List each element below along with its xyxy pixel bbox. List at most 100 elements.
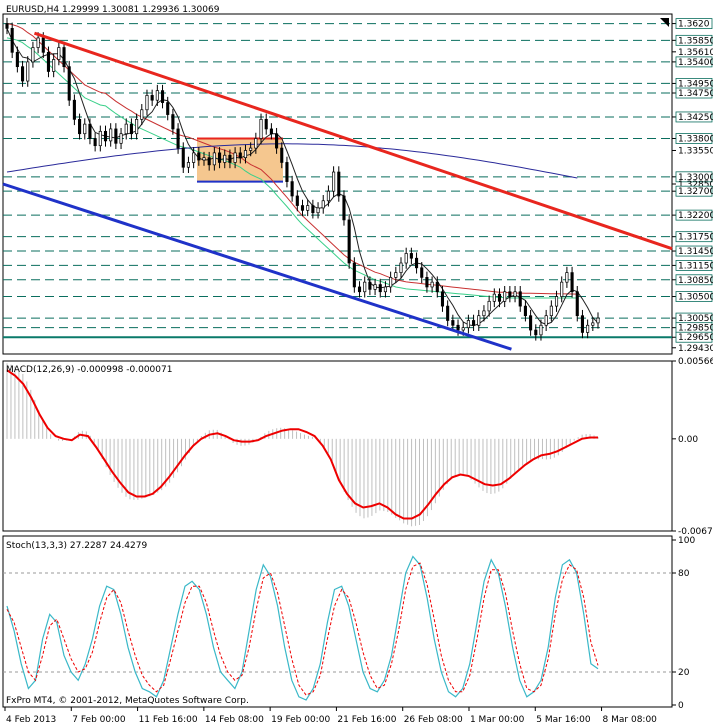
price-label-box [675,111,713,123]
candle-body [554,296,559,307]
candle-body [534,329,538,336]
candle-body [342,195,346,221]
candle-body [10,28,14,53]
price-label-box [675,87,713,99]
candle-body [451,320,455,326]
price-tick-label: 1.3620 [678,20,710,30]
candle-body [119,133,123,144]
candle-body [549,305,553,317]
price-label-box [675,133,713,144]
price-label-box [675,331,713,343]
candle-body [155,90,159,101]
candle-body [409,253,413,259]
candle-body [430,281,434,288]
candle-body [31,47,35,63]
candle-body [373,284,377,290]
candle-body [321,200,325,209]
price-label-box [675,274,713,286]
candle-body [529,315,533,331]
price-tick-label: 1.31750 [678,233,713,243]
stoch-tick-label: 100 [678,536,695,546]
time-tick-label: 1 Mar 00:00 [470,715,525,725]
candle-body [508,291,512,297]
candle-body [254,138,258,149]
candle-body [539,324,543,336]
chart-title: EURUSD,H4 1.29999 1.30081 1.29936 1.3006… [6,5,220,15]
candle-body [218,152,222,163]
candle-body [415,257,419,269]
candle-body [337,171,341,197]
candle-body [290,181,294,197]
candle-body [394,272,398,278]
price-tick-label: 1.29650 [678,333,713,343]
candle-body [280,147,284,163]
macd-layer [6,363,599,527]
trend-line [2,182,512,351]
price-label-box [675,56,713,68]
candle-body [565,272,569,283]
candle-body [109,128,113,142]
candle-body [72,99,76,120]
price-label-box [675,291,713,302]
macd-signal-line [6,369,598,520]
copyright-text: FxPro MT4, © 2001-2012, MetaQuotes Softw… [6,696,249,706]
candle-body [62,47,66,68]
candle-body [160,90,165,103]
stoch-main-line [6,555,599,701]
price-tick-label: 1.32700 [678,187,713,197]
candle-body [311,205,315,214]
price-tick-label: 1.35610 [678,48,713,58]
price-label-box [675,231,713,243]
candle-body [88,123,92,139]
candle-body [98,130,102,147]
chart-shift-icon[interactable] [660,18,669,27]
price-tick-label: 1.31150 [678,261,713,271]
candle-body [223,154,227,163]
candle-body [233,152,237,163]
candle-body [420,267,424,278]
candle-body [15,51,19,68]
price-tick-label: 1.33800 [678,135,713,145]
candle-body [518,291,522,307]
price-tick-label: 1.35850 [678,36,713,46]
candle-body [249,147,253,151]
candle-body [103,130,108,142]
candle-body [378,284,382,293]
ma-red-line [6,23,578,295]
candle-body [67,66,71,101]
candle-body [36,37,40,48]
price-label-box [675,18,713,29]
candle-body [238,152,242,159]
candle-body [275,133,279,149]
price-tick-label: 1.34250 [678,113,713,123]
candle-body [78,119,82,135]
candle-body [150,95,154,101]
candle-body [513,291,517,297]
candle-body [52,59,56,72]
price-tick-label: 1.32850 [678,180,713,190]
candle-body [83,123,87,135]
price-tick-label: 1.30500 [678,293,713,303]
time-tick-label: 7 Feb 00:00 [72,715,126,725]
macd-panel [2,360,673,532]
time-tick-label: 4 Feb 2013 [6,715,56,725]
candle-body [243,150,248,159]
candle-body [181,147,185,168]
candle-body [404,253,408,264]
candle-body [399,262,403,273]
candle-body [316,207,320,214]
price-tick-label: 1.33000 [678,173,713,183]
candle-body [166,102,170,115]
candle-body [269,128,273,135]
candle-body [41,37,45,53]
stoch-layer [3,555,672,701]
time-tick-label: 11 Feb 16:00 [139,715,198,725]
candle-body [306,205,310,211]
candle-body [492,293,496,302]
price-label-box [675,171,713,183]
candle-body [46,51,51,72]
price-tick-label: 1.32200 [678,211,713,221]
candle-body [383,286,387,293]
